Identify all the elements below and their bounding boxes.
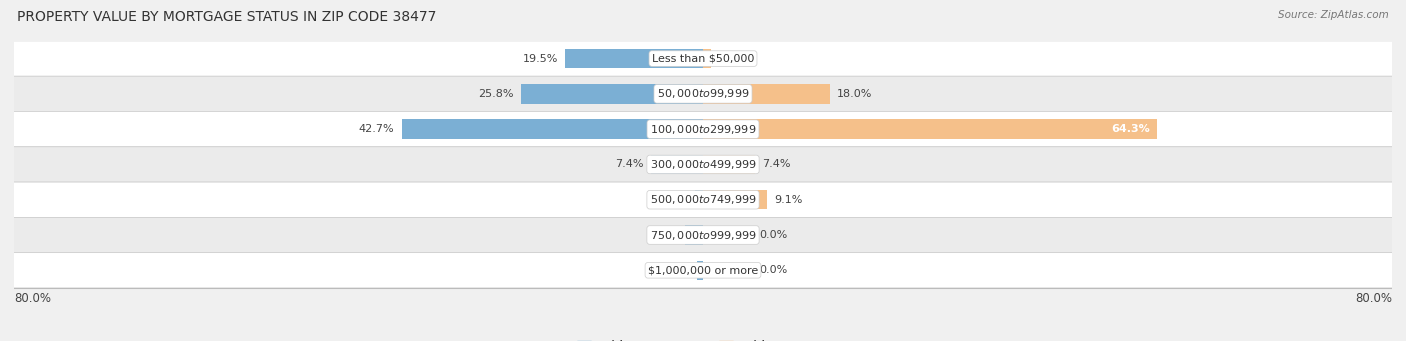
Text: 25.8%: 25.8% — [478, 89, 513, 99]
Bar — [703, 84, 830, 104]
Text: $100,000 to $299,999: $100,000 to $299,999 — [650, 123, 756, 136]
Text: 42.7%: 42.7% — [359, 124, 395, 134]
Text: 80.0%: 80.0% — [14, 292, 51, 305]
Text: 19.5%: 19.5% — [523, 54, 558, 63]
Bar — [703, 155, 755, 174]
FancyBboxPatch shape — [0, 76, 1406, 112]
FancyBboxPatch shape — [0, 41, 1406, 76]
Text: PROPERTY VALUE BY MORTGAGE STATUS IN ZIP CODE 38477: PROPERTY VALUE BY MORTGAGE STATUS IN ZIP… — [17, 10, 436, 24]
Text: Less than $50,000: Less than $50,000 — [652, 54, 754, 63]
FancyBboxPatch shape — [0, 182, 1406, 217]
Bar — [402, 119, 703, 139]
Bar — [703, 190, 768, 209]
Bar — [697, 261, 703, 280]
Text: $50,000 to $99,999: $50,000 to $99,999 — [657, 87, 749, 100]
Text: 0.0%: 0.0% — [759, 230, 787, 240]
FancyBboxPatch shape — [0, 112, 1406, 147]
Text: 0.0%: 0.0% — [759, 265, 787, 275]
Text: 80.0%: 80.0% — [1355, 292, 1392, 305]
Text: 18.0%: 18.0% — [837, 89, 873, 99]
Bar — [703, 119, 1157, 139]
Text: $500,000 to $749,999: $500,000 to $749,999 — [650, 193, 756, 206]
Text: $300,000 to $499,999: $300,000 to $499,999 — [650, 158, 756, 171]
Text: 9.1%: 9.1% — [775, 195, 803, 205]
Text: 7.4%: 7.4% — [616, 160, 644, 169]
Text: 1.2%: 1.2% — [718, 54, 747, 63]
Text: Source: ZipAtlas.com: Source: ZipAtlas.com — [1278, 10, 1389, 20]
Text: $750,000 to $999,999: $750,000 to $999,999 — [650, 228, 756, 241]
Bar — [695, 190, 703, 209]
Bar — [520, 84, 703, 104]
Legend: Without Mortgage, With Mortgage: Without Mortgage, With Mortgage — [572, 336, 834, 341]
Text: 1.2%: 1.2% — [659, 195, 688, 205]
Text: 64.3%: 64.3% — [1111, 124, 1150, 134]
FancyBboxPatch shape — [0, 253, 1406, 288]
FancyBboxPatch shape — [0, 217, 1406, 253]
Text: 7.4%: 7.4% — [762, 160, 790, 169]
Text: 0.8%: 0.8% — [662, 265, 690, 275]
Bar — [565, 49, 703, 68]
FancyBboxPatch shape — [0, 147, 1406, 182]
Bar — [651, 155, 703, 174]
Bar — [703, 49, 711, 68]
Bar — [685, 225, 703, 245]
Text: 2.6%: 2.6% — [650, 230, 678, 240]
Text: $1,000,000 or more: $1,000,000 or more — [648, 265, 758, 275]
